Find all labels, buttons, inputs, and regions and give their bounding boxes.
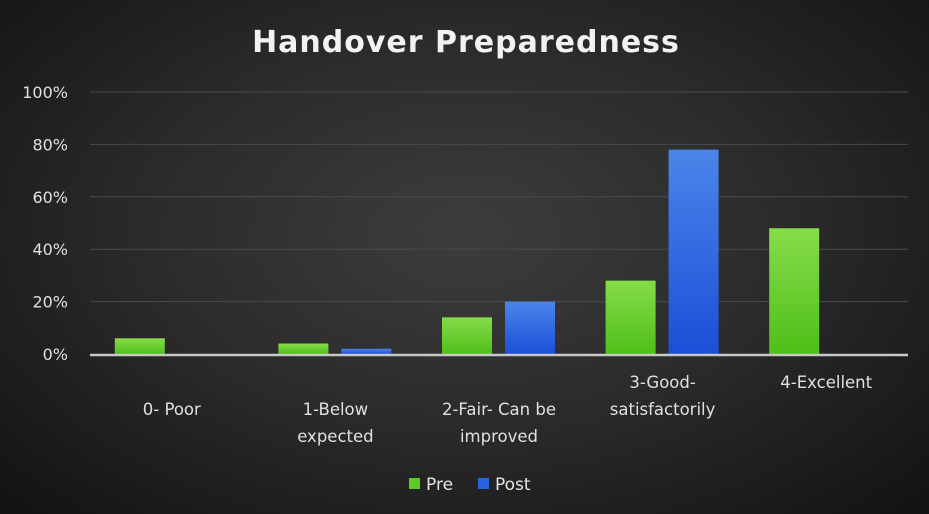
chart-title: Handover Preparedness [252, 25, 680, 60]
legend-swatch-post [478, 478, 489, 489]
y-tick-label: 60% [32, 188, 68, 207]
bar-pre-1 [278, 343, 329, 354]
x-tick-label: satisfactorily [610, 400, 716, 419]
bar-post-1 [341, 348, 392, 354]
x-tick-label: improved [460, 427, 538, 446]
bar-pre-0 [114, 338, 165, 354]
x-tick-label: expected [297, 427, 373, 446]
bar-pre-4 [769, 228, 820, 354]
x-tick-label: 0- Poor [143, 400, 201, 419]
y-tick-label: 20% [32, 293, 68, 312]
x-tick-label: 3-Good- [629, 373, 696, 392]
bar-pre-2 [442, 317, 492, 354]
legend-swatch-pre [409, 478, 420, 489]
legend-label-pre: Pre [426, 475, 453, 495]
x-tick-label: 1-Below [303, 400, 369, 419]
bar-post-2 [505, 301, 555, 354]
y-tick-label: 100% [22, 83, 68, 102]
legend-label-post: Post [495, 475, 531, 495]
y-tick-label: 40% [32, 240, 68, 259]
y-tick-label: 80% [32, 135, 68, 154]
bar-pre-3 [605, 280, 656, 354]
x-tick-label: 4-Excellent [780, 373, 872, 392]
bar-post-3 [668, 149, 719, 354]
x-tick-label: 2-Fair- Can be [442, 400, 556, 419]
y-tick-label: 0% [43, 345, 68, 364]
